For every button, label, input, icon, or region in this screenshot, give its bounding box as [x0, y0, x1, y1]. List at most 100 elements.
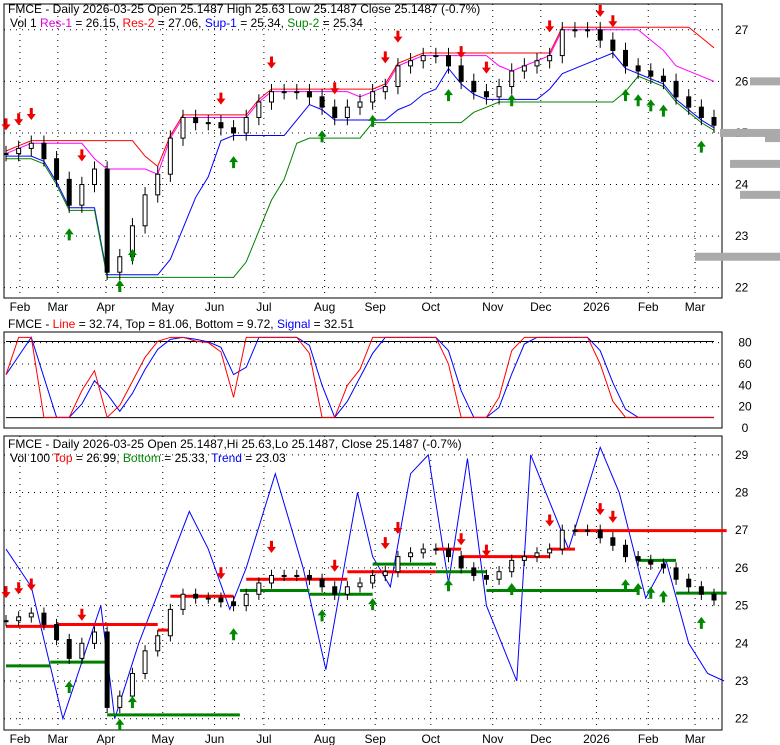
sell-arrow-icon: [393, 30, 403, 43]
y-tick-label: 29: [735, 448, 749, 462]
x-tick-label: Nov: [482, 732, 503, 745]
res1-value: = 26.15,: [72, 16, 123, 30]
y-tick-label: 28: [735, 486, 749, 500]
x-tick-label: Jul: [256, 732, 271, 745]
legend-sup1: Sup-1: [204, 16, 237, 30]
candle-body: [698, 586, 704, 595]
candle-body: [471, 567, 477, 576]
candle-body: [16, 616, 22, 622]
y-tick-label: 24: [735, 178, 749, 192]
candle-body: [559, 529, 565, 550]
signal-value: = 32.51: [310, 317, 355, 331]
sup1-line: [6, 52, 715, 276]
candle-body: [344, 586, 350, 595]
candle-body: [142, 650, 148, 674]
candle-body: [559, 29, 565, 57]
y-tick-label: 26: [735, 561, 749, 575]
candle-body: [104, 631, 110, 708]
candle-body: [344, 106, 350, 118]
panel3-legend: Vol 100 Top = 26.99, Bottom = 25.33, Tre…: [10, 451, 286, 465]
candle-body: [79, 642, 85, 659]
candle-body: [16, 147, 22, 155]
candle-body: [357, 101, 363, 108]
candle-body: [256, 582, 262, 595]
sell-arrow-icon: [267, 540, 276, 553]
candle-body: [382, 86, 388, 93]
candle-body: [155, 635, 161, 652]
candle-body: [597, 29, 603, 41]
candle-body: [269, 574, 274, 584]
sell-arrow-icon: [380, 537, 390, 550]
candle-body: [281, 91, 287, 94]
x-tick-label: Nov: [482, 300, 503, 314]
candle-body: [155, 173, 161, 196]
sell-arrow-icon: [1, 586, 11, 599]
buy-arrow-icon: [507, 94, 517, 107]
y-tick-label: 27: [735, 523, 749, 537]
y-tick-label: 23: [735, 674, 749, 688]
panel-frame: [3, 435, 723, 731]
sell-arrow-icon: [14, 113, 24, 126]
candle-body: [92, 631, 97, 644]
candle-body: [3, 153, 9, 156]
candle-body: [711, 593, 717, 601]
sup2-value: = 25.34: [319, 16, 363, 30]
x-tick-label: Jun: [205, 300, 224, 314]
sup2-line: [6, 75, 715, 278]
candle-body: [332, 106, 338, 118]
candle-body: [660, 75, 666, 82]
oscillator-line: [5, 336, 714, 419]
candle-body: [231, 601, 237, 607]
candle-body: [585, 29, 591, 32]
candle-body: [686, 96, 692, 108]
candle-body: [711, 116, 717, 126]
candle-body: [433, 55, 439, 58]
x-tick-label: Dec: [530, 732, 551, 745]
candle-body: [370, 91, 376, 103]
top-value: = 26.99,: [72, 451, 123, 465]
sell-arrow-icon: [77, 149, 87, 162]
volume-profile-bar: [740, 190, 780, 199]
candle-body: [180, 593, 186, 610]
y-tick-label: 27: [735, 23, 749, 37]
signal-line: [5, 336, 714, 419]
candle-body: [420, 548, 426, 554]
x-tick-label: Mar: [685, 732, 706, 745]
candle-body: [370, 574, 376, 584]
x-tick-label: Aug: [314, 300, 335, 314]
candle-body: [243, 593, 249, 607]
candle-body: [243, 116, 249, 134]
volume-profile-bar: [765, 134, 780, 143]
candle-body: [521, 65, 527, 72]
candle-body: [420, 55, 426, 62]
sell-arrow-icon: [1, 118, 11, 131]
candle-body: [547, 548, 553, 554]
candle-body: [648, 70, 654, 77]
candle-body: [572, 29, 578, 32]
candle-body: [635, 556, 641, 561]
candle-body: [623, 544, 628, 558]
candle-body: [648, 559, 654, 565]
panel2-legend: FMCE - Line = 32.74, Top = 81.06, Bottom…: [8, 317, 355, 331]
candle-body: [597, 529, 603, 539]
candle-body: [167, 608, 173, 637]
candle-body: [281, 574, 287, 577]
buy-arrow-icon: [696, 616, 706, 629]
vol-label: Vol 1: [10, 16, 37, 30]
buy-arrow-icon: [696, 140, 706, 153]
volume-profile-bar: [720, 128, 780, 137]
buy-arrow-icon: [646, 99, 656, 112]
candle-body: [483, 574, 489, 580]
buy-arrow-icon: [621, 579, 630, 592]
sell-arrow-icon: [380, 51, 390, 64]
sell-arrow-icon: [77, 608, 87, 621]
candle-body: [294, 574, 300, 577]
y-tick-label: 26: [735, 74, 749, 88]
panel-frame: [3, 3, 723, 299]
sell-arrow-icon: [608, 15, 618, 28]
volume-profile-bar: [750, 77, 780, 86]
legend-res1: Res-1: [40, 16, 73, 30]
panel3-title: FMCE - Daily 2026-03-25 Open 25.1487,Hi …: [8, 437, 462, 451]
sell-arrow-icon: [26, 578, 36, 591]
x-tick-label: Apr: [97, 732, 116, 745]
